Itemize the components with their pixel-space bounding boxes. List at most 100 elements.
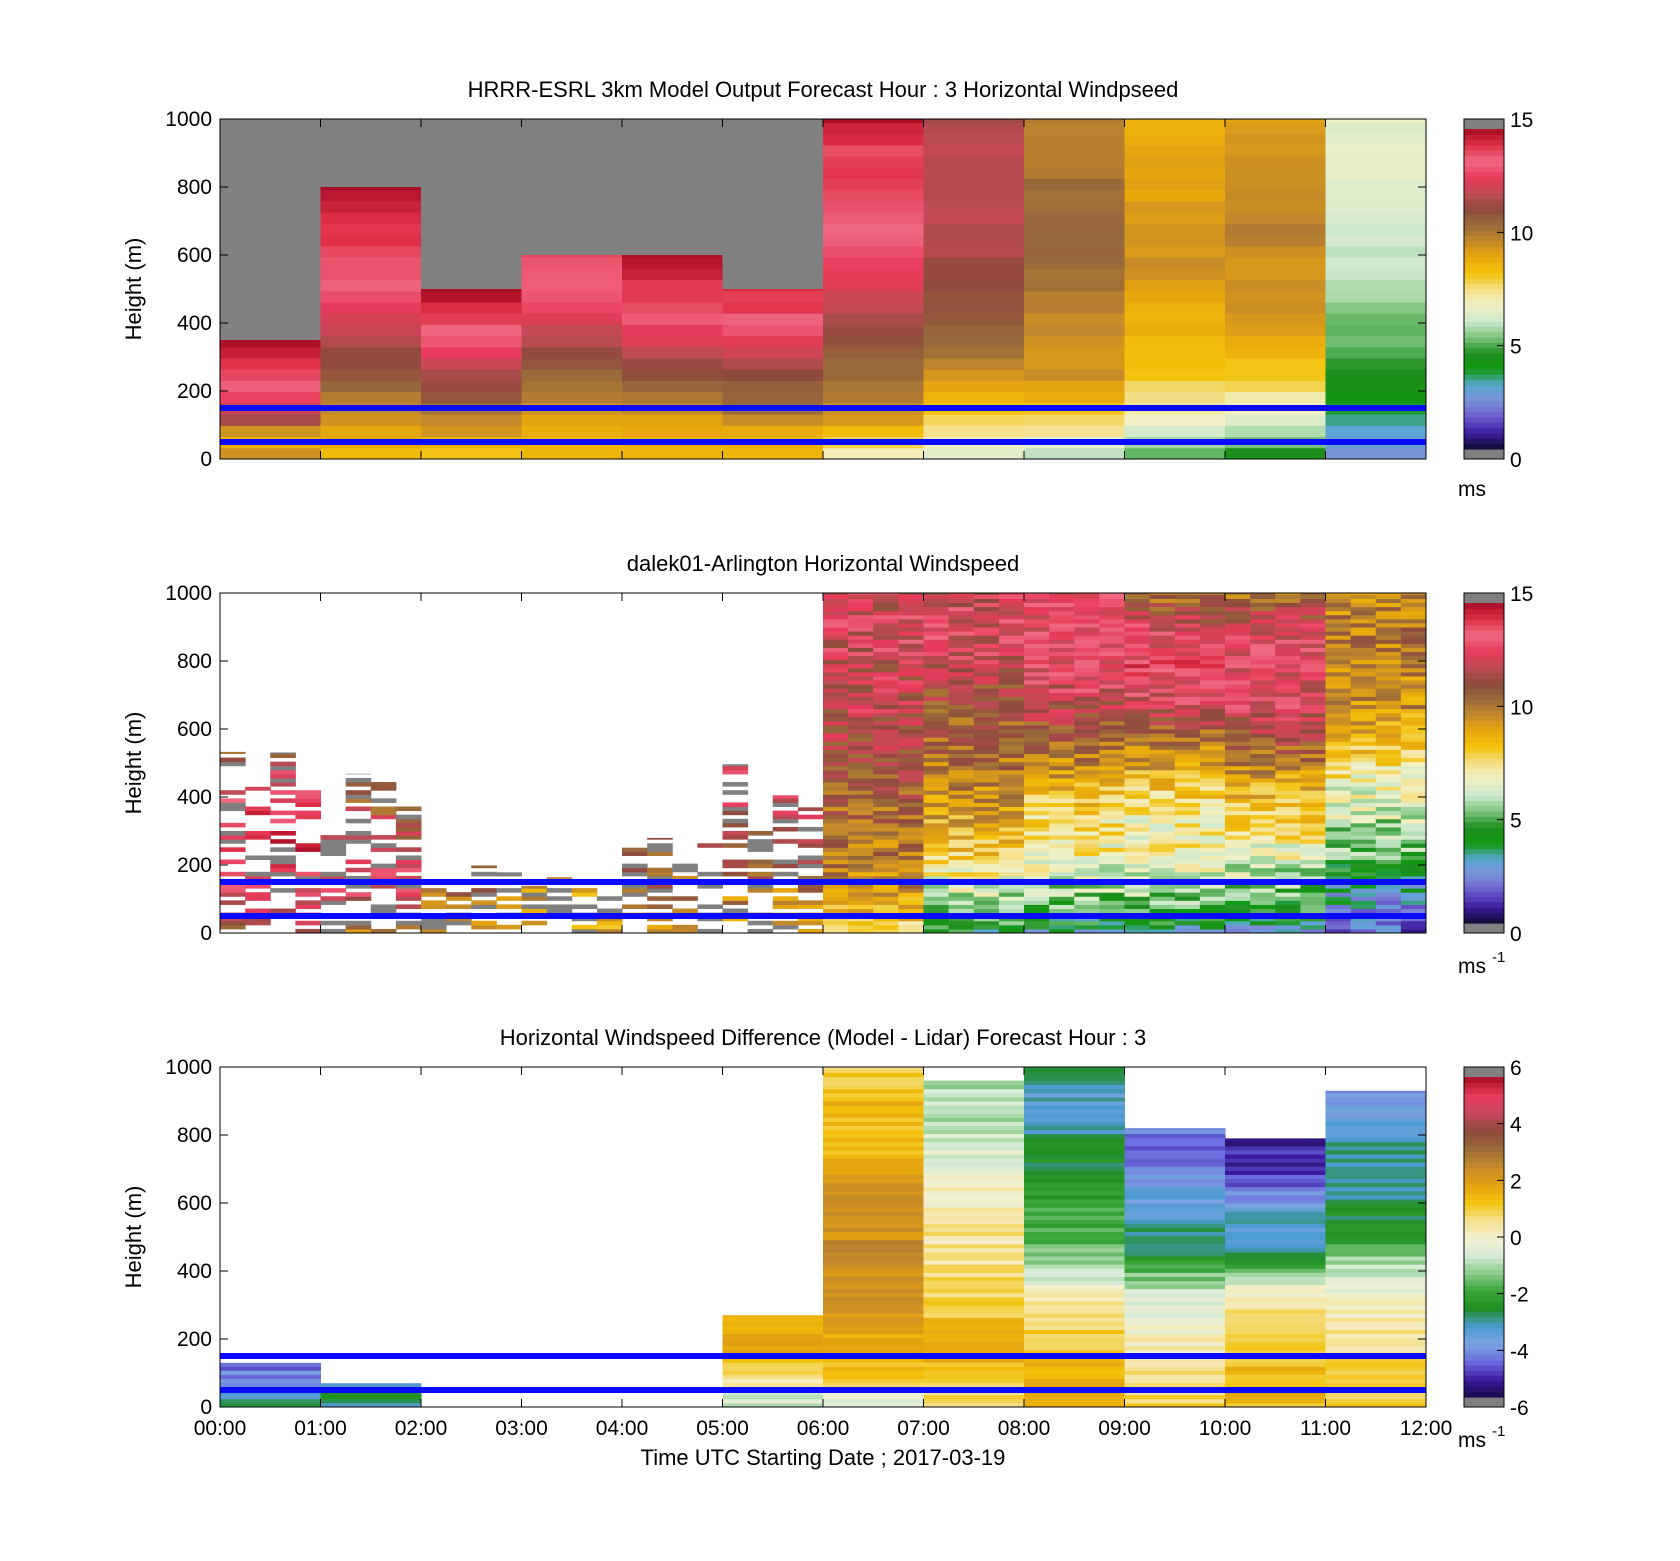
heatmap-cell [772, 826, 799, 832]
heatmap-cell [1024, 1251, 1125, 1257]
heatmap-cell [1149, 741, 1176, 746]
heatmap-cell [1400, 888, 1427, 893]
heatmap-cell [1225, 414, 1326, 426]
heatmap-cell [1225, 1329, 1326, 1335]
heatmap-cell [270, 839, 296, 844]
heatmap-cell [1099, 859, 1125, 865]
heatmap-cell [1024, 1211, 1125, 1216]
heatmap-cell [923, 843, 950, 848]
heatmap-cell [1250, 692, 1276, 697]
heatmap-cell [1199, 675, 1226, 681]
heatmap-cell [823, 888, 849, 893]
heatmap-cell [1250, 724, 1276, 730]
heatmap-cell [1124, 1402, 1226, 1408]
heatmap-cell [1199, 647, 1226, 652]
heatmap-cell [923, 855, 950, 861]
heatmap-cell [923, 663, 950, 669]
heatmap-cell [923, 777, 950, 783]
heatmap-cell [873, 692, 899, 697]
heatmap-cell [923, 1088, 1025, 1094]
x-tick-label: 07:00 [897, 1417, 950, 1440]
heatmap-cell [596, 908, 623, 914]
heatmap-cell [722, 380, 824, 393]
heatmap-cell [923, 826, 950, 832]
heatmap-cell [1325, 696, 1352, 701]
heatmap-cell [1225, 1154, 1326, 1159]
heatmap-cell [1124, 716, 1151, 722]
heatmap-cell [923, 847, 950, 852]
heatmap-cell [370, 908, 397, 914]
heatmap-cell [1124, 826, 1151, 832]
heatmap-cell [848, 720, 874, 726]
heatmap-cell [1225, 908, 1251, 914]
heatmap-cell [1149, 859, 1176, 865]
heatmap-cell [1024, 647, 1050, 652]
heatmap-cell [747, 888, 774, 893]
heatmap-cell [1225, 647, 1251, 652]
heatmap-cell [848, 786, 874, 791]
heatmap-cell [848, 782, 874, 787]
heatmap-cell [1225, 741, 1251, 746]
heatmap-cell [1099, 851, 1125, 856]
heatmap-cell [1049, 647, 1075, 652]
y-tick-label: 600 [177, 244, 212, 267]
heatmap-cell [1074, 920, 1100, 926]
heatmap-cell [1225, 875, 1251, 881]
heatmap-cell [722, 369, 824, 381]
heatmap-cell [1124, 671, 1151, 677]
heatmap-cell [1099, 667, 1125, 673]
heatmap-cell [998, 765, 1025, 771]
heatmap-cell [1024, 729, 1050, 734]
heatmap-cell [1024, 716, 1050, 722]
heatmap-cell [1225, 1366, 1326, 1371]
heatmap-cell [1350, 826, 1377, 832]
heatmap-cell [1350, 806, 1377, 812]
heatmap-cell [1074, 622, 1100, 628]
heatmap-cell [1375, 839, 1402, 844]
heatmap-cell [1074, 667, 1100, 673]
heatmap-cell [948, 847, 975, 852]
heatmap-cell [823, 920, 849, 926]
heatmap-cell [923, 900, 950, 905]
heatmap-cell [1099, 708, 1125, 714]
heatmap-cell [1024, 888, 1050, 893]
heatmap-cell [898, 888, 924, 893]
heatmap-cell [1124, 1166, 1226, 1171]
heatmap-cell [1074, 680, 1100, 685]
heatmap-cell [1325, 806, 1352, 812]
heatmap-cell [1124, 904, 1151, 910]
heatmap-cell [1099, 688, 1125, 693]
heatmap-cell [923, 234, 1025, 247]
heatmap-cell [421, 380, 522, 393]
heatmap-cell [1024, 708, 1050, 714]
heatmap-cell [1099, 867, 1125, 873]
heatmap-cell [1375, 729, 1402, 734]
heatmap-cell [1049, 700, 1075, 706]
heatmap-cell [1174, 835, 1201, 840]
heatmap-cell [1325, 622, 1352, 628]
heatmap-cell [898, 659, 924, 665]
heatmap-cell [1325, 680, 1352, 685]
heatmap-cell [1325, 1162, 1427, 1167]
heatmap-cell [898, 647, 924, 652]
heatmap-cell [1149, 631, 1176, 636]
heatmap-cell [722, 1345, 824, 1351]
heatmap-cell [1124, 1394, 1226, 1400]
colorbar-segment [1464, 864, 1504, 871]
heatmap-cell [1024, 1072, 1125, 1078]
heatmap-cell [923, 716, 950, 722]
heatmap-cell [823, 346, 924, 359]
heatmap-cell [1024, 737, 1050, 742]
colorbar-segment [1464, 299, 1504, 306]
heatmap-cell [1225, 1341, 1326, 1347]
heatmap-cell [923, 1186, 1025, 1192]
colorbar-segment [1464, 433, 1504, 439]
heatmap-cell [1300, 818, 1326, 824]
heatmap-cell [823, 757, 849, 763]
heatmap-cell [1400, 786, 1427, 791]
heatmap-cell [1174, 794, 1201, 799]
heatmap-cell [1174, 761, 1201, 767]
heatmap-cell [1199, 700, 1226, 706]
heatmap-cell [1225, 1284, 1326, 1290]
heatmap-cell [898, 741, 924, 746]
